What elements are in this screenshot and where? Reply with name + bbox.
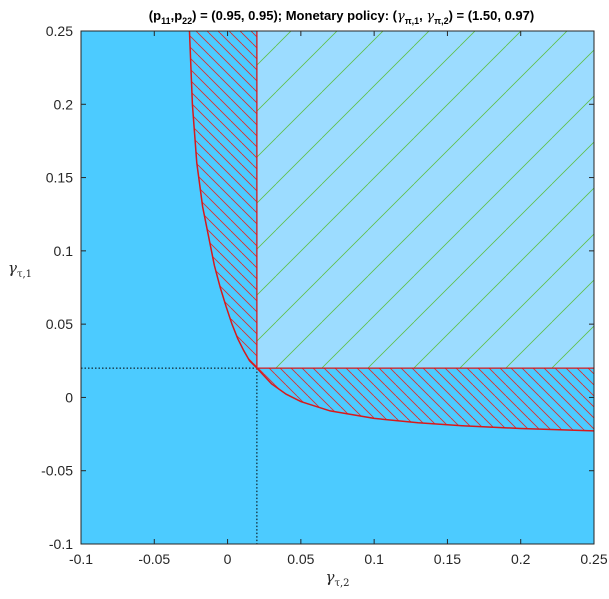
x-axis: -0.1 -0.05 0 0.05 0.1 0.15 0.2 0.25 xyxy=(69,31,608,567)
title-mid-3: , xyxy=(419,8,426,23)
y-tick-label: 0.25 xyxy=(46,23,73,39)
title-prefix: (p xyxy=(149,8,161,23)
title-mid-2: ) = (0.95, 0.95); Monetary policy: ( xyxy=(192,8,397,23)
x-tick-label: 0.25 xyxy=(580,551,607,567)
y-tick-label: 0 xyxy=(65,389,73,405)
x-tick-label: 0.2 xyxy=(511,551,531,567)
title-mid-1: ,p xyxy=(171,8,183,23)
y-tick-label: 0.05 xyxy=(46,316,73,332)
hatched-region xyxy=(189,31,594,431)
x-tick-label: 0.1 xyxy=(364,551,384,567)
x-axis-label-subscript: τ,2 xyxy=(334,578,349,589)
title-suffix: ) = (1.50, 0.97) xyxy=(449,8,535,23)
title-sub-a: 11 xyxy=(161,16,171,26)
upper-right-hatching xyxy=(256,31,594,369)
x-tick-label: 0.15 xyxy=(434,551,461,567)
title-sub-d: π,2 xyxy=(434,16,448,26)
y-tick-label: 0.2 xyxy=(54,96,74,112)
x-axis-label-symbol: γ xyxy=(325,568,334,586)
y-axis-label: γτ,1 xyxy=(8,259,32,280)
plot-frame xyxy=(80,30,595,545)
y-tick-label: 0.1 xyxy=(54,243,74,259)
y-axis-label-subscript: τ,1 xyxy=(17,269,32,280)
boundary-curve xyxy=(188,31,594,432)
title-sub-b: 22 xyxy=(182,16,192,26)
x-tick-label: 0 xyxy=(224,551,232,567)
y-tick-label: 0.15 xyxy=(46,170,73,186)
title-symbol-2: γ xyxy=(426,9,434,24)
y-tick-label: -0.1 xyxy=(49,536,73,552)
y-axis: -0.1 -0.05 0 0.05 0.1 0.15 0.2 0.25 xyxy=(41,23,594,552)
x-tick-label: -0.1 xyxy=(69,551,93,567)
x-tick-label: -0.05 xyxy=(138,551,170,567)
title-sub-c: π,1 xyxy=(405,16,419,26)
y-axis-label-symbol: γ xyxy=(8,259,17,277)
x-tick-label: 0.05 xyxy=(287,551,314,567)
title-symbol-1: γ xyxy=(397,9,405,24)
x-axis-label: γτ,2 xyxy=(325,568,349,589)
y-tick-label: -0.05 xyxy=(41,463,73,479)
chart-title: (p11,p22) = (0.95, 0.95); Monetary polic… xyxy=(149,8,534,26)
